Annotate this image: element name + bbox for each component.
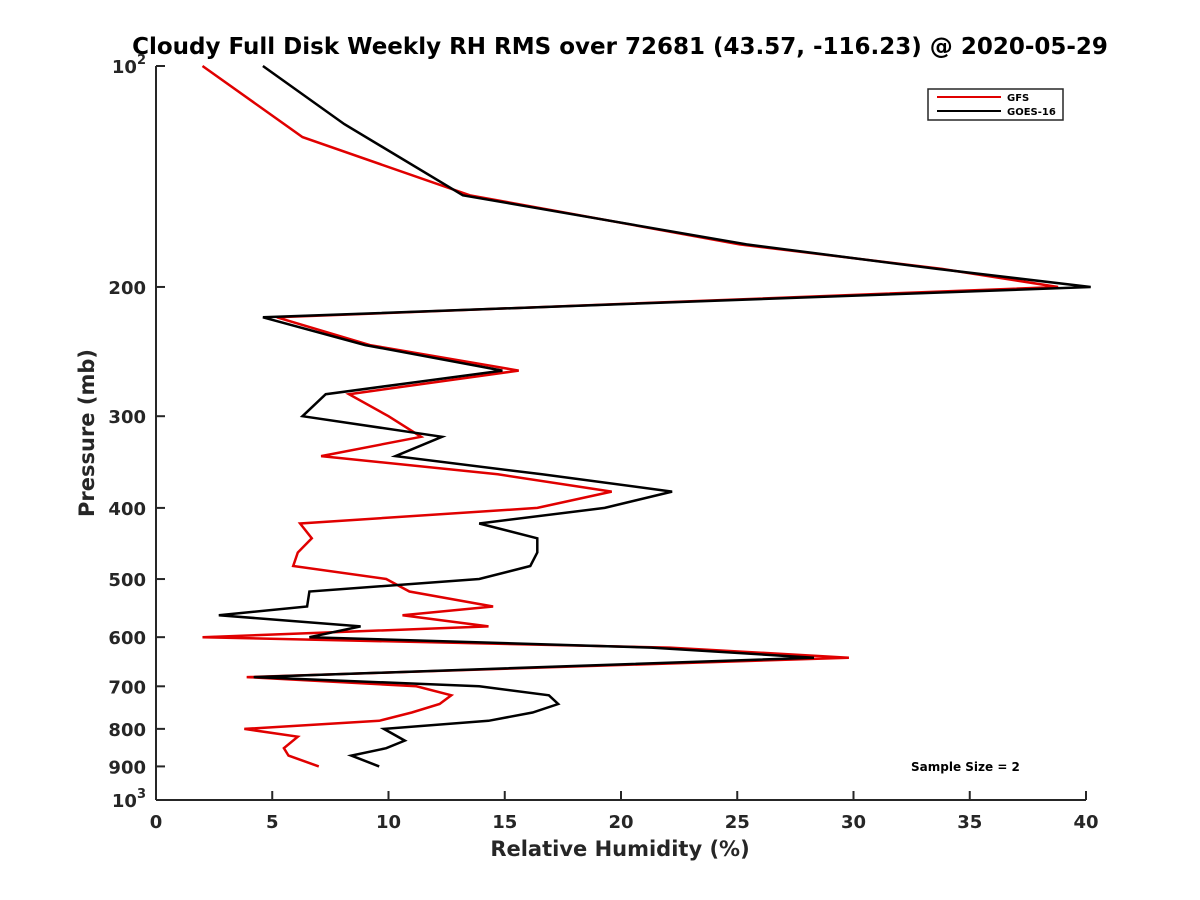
x-tick-label: 5 xyxy=(266,812,279,833)
x-tick-label: 10 xyxy=(376,812,401,833)
x-ticks: 0 5 10 15 20 25 30 35 40 xyxy=(150,791,1099,833)
legend: GFS GOES-16 xyxy=(927,88,1064,121)
series-layer xyxy=(201,64,1091,768)
legend-label-gfs: GFS xyxy=(1007,93,1029,104)
y-axis-label: Pressure (mb) xyxy=(75,349,99,517)
y-tick-label: 700 xyxy=(108,677,146,698)
series-line-goes16 xyxy=(218,64,1091,768)
x-tick-label: 40 xyxy=(1073,812,1098,833)
y-tick-label: 400 xyxy=(108,499,146,520)
series-line-gfs xyxy=(201,64,1059,768)
chart-title: Cloudy Full Disk Weekly RH RMS over 7268… xyxy=(132,34,1108,60)
y-tick-label: 600 xyxy=(108,628,146,649)
x-tick-label: 25 xyxy=(725,812,750,833)
y-tick-label: 103 xyxy=(112,787,146,812)
plot-area xyxy=(201,64,1091,768)
x-tick-label: 30 xyxy=(841,812,866,833)
sample-size-annotation: Sample Size = 2 xyxy=(911,760,1020,774)
x-tick-label: 35 xyxy=(957,812,982,833)
y-tick-label: 500 xyxy=(108,570,146,591)
legend-label-goes16: GOES-16 xyxy=(1007,107,1056,118)
legend-box xyxy=(927,88,1064,121)
x-tick-label: 20 xyxy=(608,812,633,833)
y-tick-label: 300 xyxy=(108,407,146,428)
x-tick-label: 15 xyxy=(492,812,517,833)
y-tick-label: 900 xyxy=(108,757,146,778)
y-ticks: 102 200 300 400 500 600 700 800 900 103 xyxy=(108,53,165,812)
axes: 0 5 10 15 20 25 30 35 40 102 200 300 400 500 600 700 80… xyxy=(108,53,1098,833)
x-tick-label: 0 xyxy=(150,812,163,833)
x-axis-label: Relative Humidity (%) xyxy=(490,837,749,861)
y-tick-label: 102 xyxy=(112,53,146,78)
y-tick-label: 200 xyxy=(108,278,146,299)
y-tick-label: 800 xyxy=(108,720,146,741)
